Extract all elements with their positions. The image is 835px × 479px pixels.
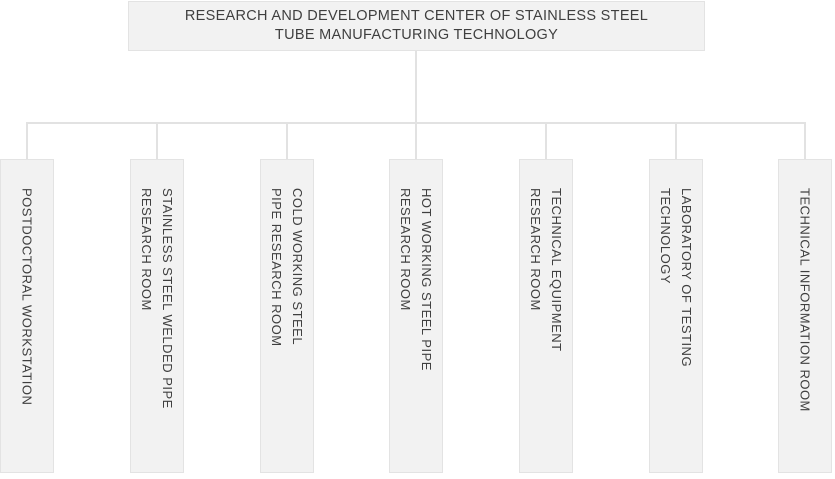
connector-drop [156,124,158,159]
dept-label: TECHNICAL INFORMATION ROOM [795,160,816,472]
dept-technical-information-room: TECHNICAL INFORMATION ROOM [778,159,832,473]
connector-drop [545,124,547,159]
dept-label-line: RESEARCH ROOM [139,188,154,311]
dept-label-line: TECHNOLOGY [658,188,673,285]
root-title-line: RESEARCH AND DEVELOPMENT CENTER OF STAIN… [184,8,649,24]
connector-drop [26,124,28,159]
root-title-line: TUBE MANUFACTURING TECHNOLOGY [274,27,559,43]
connector-drop [286,124,288,159]
dept-label: TECHNICAL EQUIPMENT RESEARCH ROOM [525,160,567,472]
connector-drop [675,124,677,159]
dept-label-line: PIPE RESEARCH ROOM [269,188,284,347]
dept-label: POSTDOCTORAL WORKSTATION [17,160,38,472]
dept-label-line: RESEARCH ROOM [398,188,413,311]
dept-stainless-steel-welded-pipe-research-room: STAINLESS STEEL WELDED PIPE RESEARCH ROO… [130,159,184,473]
dept-label: STAINLESS STEEL WELDED PIPE RESEARCH ROO… [136,160,178,472]
dept-cold-working-steel-pipe-research-room: COLD WORKING STEEL PIPE RESEARCH ROOM [260,159,314,473]
connector-rail [26,122,806,124]
dept-label-line: TECHNICAL EQUIPMENT [549,188,564,352]
dept-label-line: STAINLESS STEEL WELDED PIPE [160,188,175,409]
dept-label-line: LABORATORY OF TESTING [679,188,694,368]
dept-label-line: POSTDOCTORAL WORKSTATION [19,188,35,406]
dept-label-line: HOT WORKING STEEL PIPE [419,188,434,371]
root-node-box: RESEARCH AND DEVELOPMENT CENTER OF STAIN… [128,1,705,51]
dept-label: COLD WORKING STEEL PIPE RESEARCH ROOM [266,160,308,472]
dept-label: HOT WORKING STEEL PIPE RESEARCH ROOM [395,160,437,472]
connector-drop [804,124,806,159]
dept-label-line: COLD WORKING STEEL [290,188,305,346]
dept-postdoctoral-workstation: POSTDOCTORAL WORKSTATION [0,159,54,473]
dept-technical-equipment-research-room: TECHNICAL EQUIPMENT RESEARCH ROOM [519,159,573,473]
dept-label-line: TECHNICAL INFORMATION ROOM [797,188,813,412]
connector-trunk [415,51,417,159]
dept-label-line: RESEARCH ROOM [528,188,543,311]
dept-label: LABORATORY OF TESTING TECHNOLOGY [655,160,697,472]
dept-hot-working-steel-pipe-research-room: HOT WORKING STEEL PIPE RESEARCH ROOM [389,159,443,473]
dept-laboratory-of-testing-technology: LABORATORY OF TESTING TECHNOLOGY [649,159,703,473]
